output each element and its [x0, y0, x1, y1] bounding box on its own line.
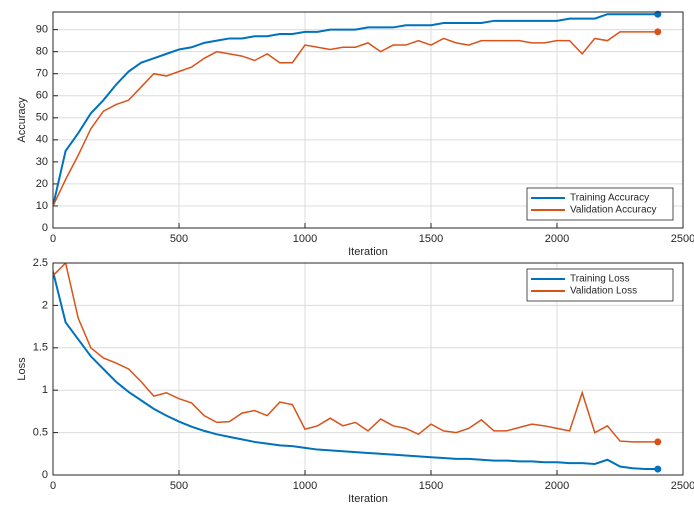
x-tick-label: 1500	[419, 480, 443, 492]
x-tick-label: 500	[170, 480, 188, 492]
legend-box	[526, 268, 674, 302]
x-tick-label: 2500	[671, 233, 694, 245]
y-tick-label: 1	[42, 384, 48, 396]
y-axis-label: Accuracy	[16, 97, 28, 143]
x-axis-label: Iteration	[348, 493, 388, 505]
y-tick-label: 30	[36, 156, 48, 168]
y-tick-label: 50	[36, 112, 48, 124]
y-tick-label: 10	[36, 200, 48, 212]
series-line	[53, 263, 658, 443]
legend-label: Validation Accuracy	[570, 205, 657, 216]
x-tick-label: 2000	[545, 480, 569, 492]
y-axis-label: Loss	[16, 357, 28, 381]
y-tick-label: 2	[42, 299, 48, 311]
plot-area	[53, 13, 658, 207]
axes-box	[52, 11, 684, 229]
x-tick-label: 0	[50, 480, 56, 492]
x-tick-label: 2000	[545, 233, 569, 245]
y-tick-label: 90	[36, 24, 48, 36]
end-marker	[654, 28, 662, 36]
x-tick-label: 0	[50, 233, 56, 245]
y-tick-label: 0	[42, 222, 48, 234]
legend-label: Training Accuracy	[570, 193, 649, 204]
series-line	[53, 271, 658, 471]
end-marker	[654, 438, 662, 446]
series-line	[53, 31, 658, 207]
y-tick-label: 40	[36, 134, 48, 146]
y-tick-label: 60	[36, 90, 48, 102]
y-tick-label: 70	[36, 68, 48, 80]
legend-box	[526, 187, 674, 221]
x-tick-label: 1000	[293, 480, 317, 492]
legend-label: Training Loss	[570, 274, 630, 285]
x-axis-label: Iteration	[348, 246, 388, 258]
y-tick-label: 80	[36, 46, 48, 58]
x-tick-label: 500	[170, 233, 188, 245]
y-tick-label: 1.5	[33, 342, 48, 354]
x-tick-label: 1500	[419, 233, 443, 245]
series-line	[53, 13, 658, 207]
legend-label: Validation Loss	[570, 286, 637, 297]
x-tick-label: 1000	[293, 233, 317, 245]
axes-box	[52, 262, 684, 476]
y-tick-label: 2.5	[33, 257, 48, 269]
x-tick-label: 2500	[671, 480, 694, 492]
y-tick-label: 0.5	[33, 427, 48, 439]
y-tick-label: 0	[42, 469, 48, 481]
y-tick-label: 20	[36, 178, 48, 190]
plot-area	[53, 263, 658, 471]
end-marker	[654, 465, 662, 473]
